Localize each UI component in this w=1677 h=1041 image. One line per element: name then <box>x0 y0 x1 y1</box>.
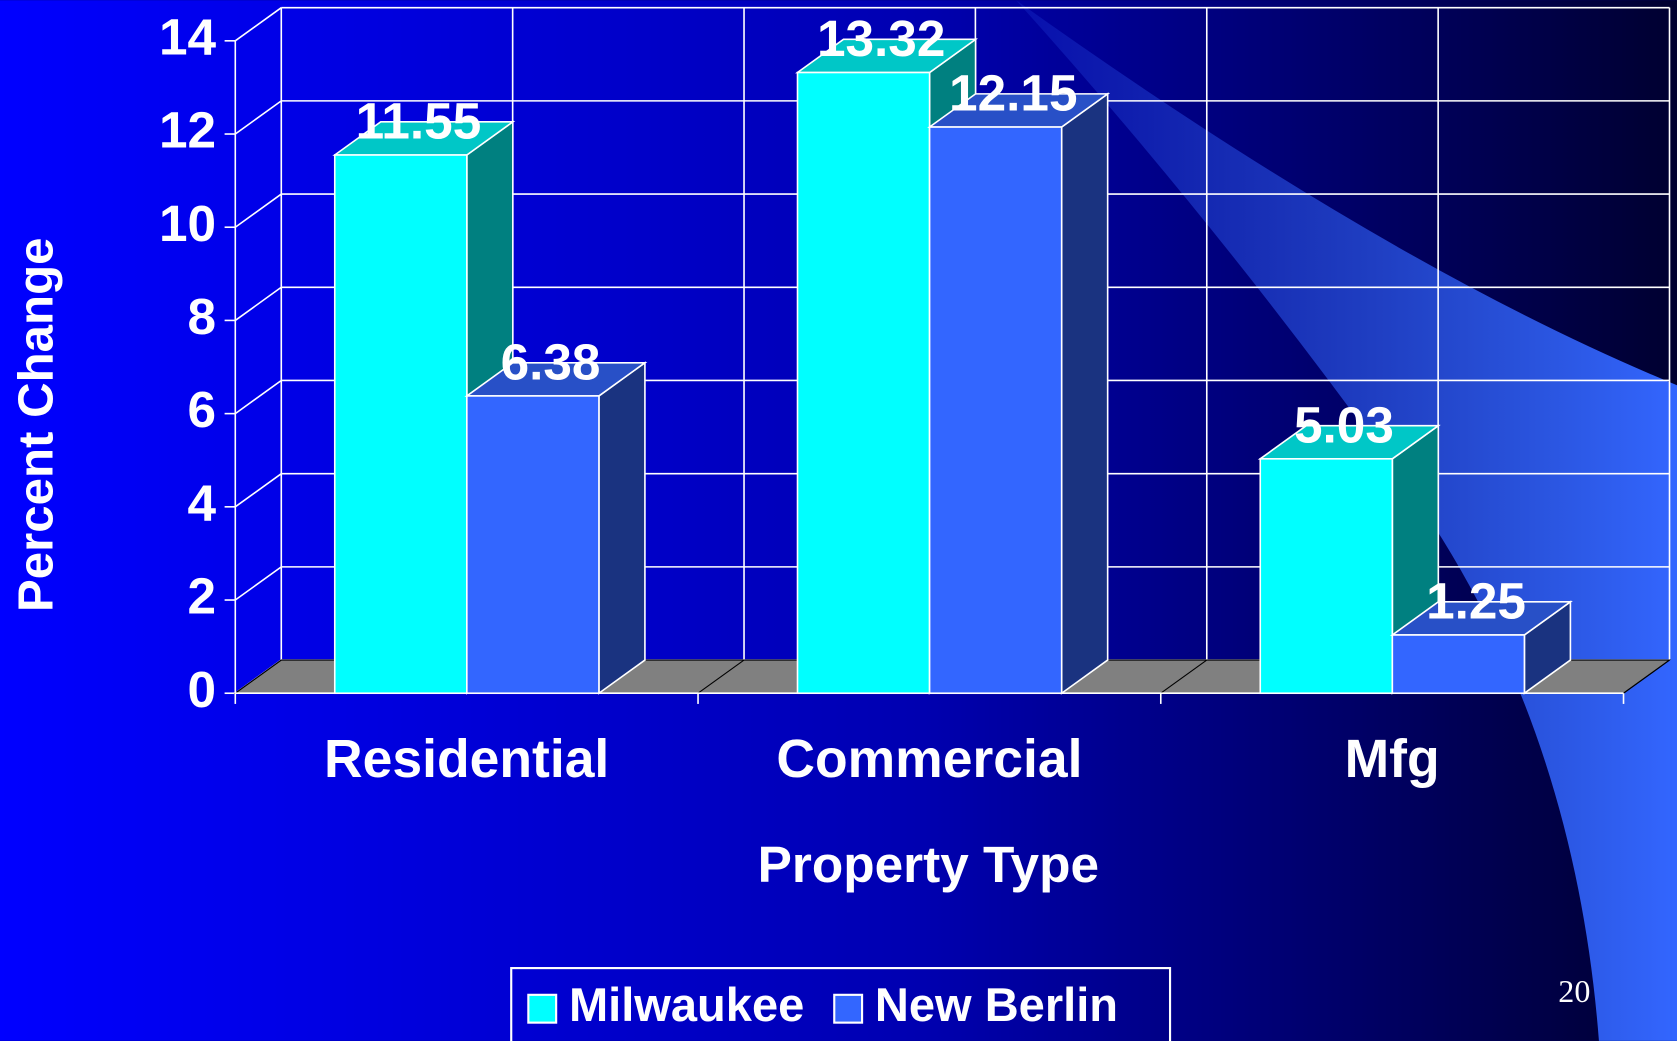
x-axis-label: Property Type <box>758 836 1099 893</box>
y-tick-label: 8 <box>187 288 216 345</box>
grid-line <box>234 100 282 135</box>
floor-line <box>1160 659 1208 694</box>
bar-side <box>1060 92 1109 695</box>
slide-number: 20 <box>1558 973 1590 1009</box>
grid-line <box>234 566 282 601</box>
y-tick-label: 4 <box>187 474 216 531</box>
grid-line <box>234 473 282 508</box>
bar-side <box>598 361 646 695</box>
y-tick-label: 12 <box>159 102 216 159</box>
y-axis-label: Percent Change <box>9 238 64 612</box>
value-label: 5.03 <box>1294 396 1394 453</box>
y-tick-label: 14 <box>159 8 217 65</box>
x-tick-label: Commercial <box>776 730 1082 789</box>
legend: Milwaukee New Berlin <box>527 978 1118 1031</box>
floor-line <box>1623 659 1670 694</box>
floor-line <box>234 659 282 694</box>
bar <box>466 395 600 695</box>
legend-swatch <box>527 993 558 1024</box>
bar <box>928 126 1063 695</box>
x-tick-label: Residential <box>324 730 609 789</box>
y-tick-label: 6 <box>187 381 216 438</box>
y-tick-label: 0 <box>187 661 216 718</box>
grid-line <box>234 379 282 415</box>
x-tick-label: Mfg <box>1345 730 1440 789</box>
legend-label: Milwaukee <box>569 978 804 1031</box>
value-label: 13.32 <box>817 10 945 67</box>
decor-swoosh <box>1016 0 1677 1041</box>
bar <box>1391 634 1526 695</box>
legend-label: New Berlin <box>875 978 1118 1031</box>
bar <box>796 71 931 695</box>
y-tick-label: 10 <box>159 195 216 252</box>
y-tick-label: 2 <box>187 568 216 625</box>
bar <box>1259 458 1394 695</box>
value-label: 6.38 <box>501 334 601 391</box>
plot: 0 2 4 6 8 10 12 14 Residential 11.55 6.38 Commercia… <box>159 6 1672 789</box>
legend-box <box>510 967 1172 1041</box>
legend-swatch <box>833 993 864 1024</box>
grid-line <box>234 193 282 228</box>
value-label: 12.15 <box>949 65 1077 122</box>
grid-line <box>234 286 282 322</box>
bar <box>333 154 468 695</box>
value-label: 11.55 <box>356 93 482 150</box>
grid-line <box>234 7 282 42</box>
value-label: 1.25 <box>1426 573 1526 630</box>
floor-line <box>697 659 745 694</box>
